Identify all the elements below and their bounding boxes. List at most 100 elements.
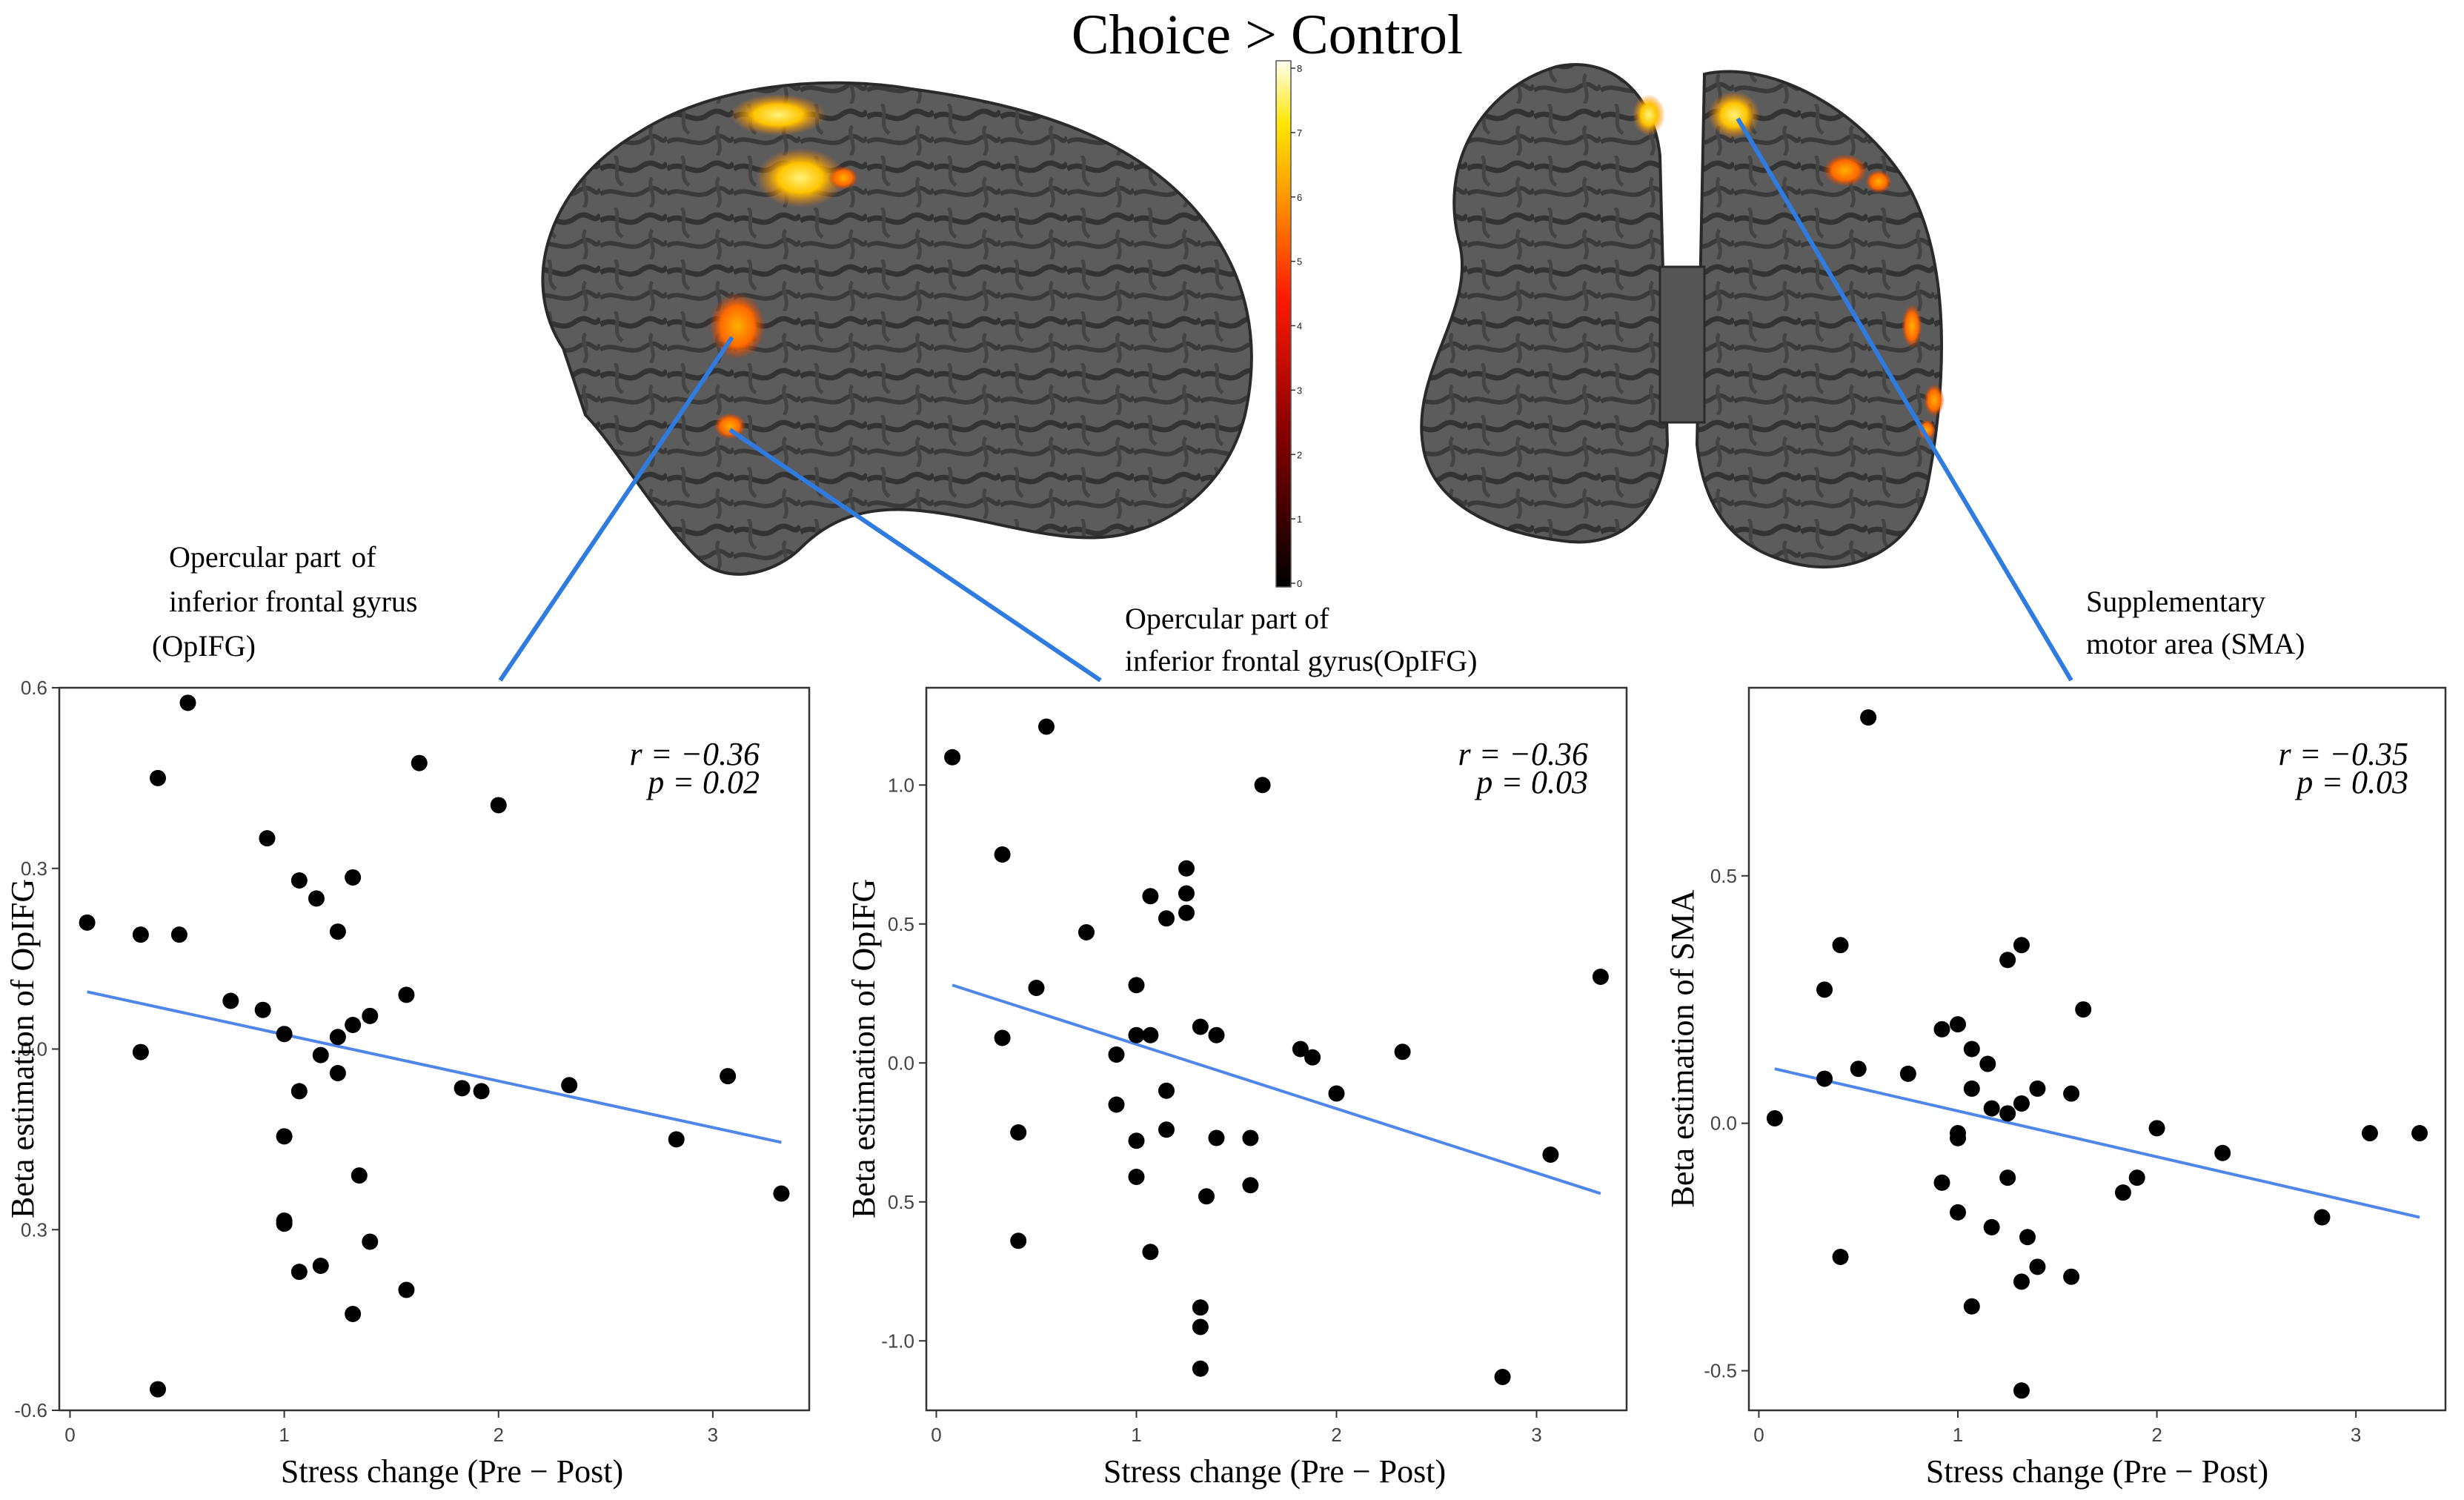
data-point [345, 869, 362, 886]
data-point [454, 1080, 471, 1097]
data-point [2314, 1209, 2331, 1226]
leader-line-right [1736, 117, 2073, 682]
leader-line-left [498, 336, 734, 682]
x-tick-label: 0 [64, 1424, 75, 1446]
data-point [2148, 1120, 2165, 1137]
data-point [150, 1381, 167, 1398]
x-tick-label: 2 [2151, 1424, 2162, 1446]
scatter-panel-left: 0.6 0.3 0.0 0.3 -0.6 0 1 2 3 Stress change (Pre −… [4, 677, 811, 1490]
data-point [411, 754, 428, 771]
data-point [1933, 1021, 1950, 1038]
region-label-right: Supplementary motor area (SMA) [2086, 585, 2305, 660]
data-point [132, 1043, 149, 1061]
leader-line-middle [728, 428, 1102, 683]
data-point [398, 986, 415, 1003]
data-point [1950, 1129, 1966, 1146]
data-point [2075, 1001, 2092, 1018]
x-tick-label: 0 [1753, 1424, 1764, 1446]
region-label-left: Opercular part of inferior frontal gyrus … [152, 540, 425, 663]
data-point [2029, 1080, 2046, 1097]
scatter-panel-middle: 1.0 0.5 0.0 0.5 -1.0 0 1 2 3 Stress change (Pre −… [846, 686, 1628, 1490]
regression-line [87, 990, 782, 1144]
regression-line [952, 983, 1601, 1195]
data-point [1304, 1049, 1321, 1066]
data-point [329, 1065, 346, 1081]
y-tick-label: 0.5 [888, 913, 914, 935]
y-tick-label: 0.3 [21, 857, 47, 880]
data-point [1999, 1105, 2016, 1122]
stat-p: p = 0.03 [2294, 764, 2408, 800]
data-point [254, 1001, 271, 1018]
data-point [1078, 924, 1095, 940]
stat-r: r = −0.36 [1458, 736, 1588, 772]
data-point [1192, 1299, 1209, 1316]
y-tick-label: -1.0 [881, 1330, 914, 1352]
lateral-brain-render [541, 81, 1253, 576]
data-point [1983, 1218, 2000, 1235]
x-tick-label: 0 [931, 1424, 941, 1446]
data-point [1028, 980, 1045, 996]
y-tick-label: -0.6 [14, 1399, 47, 1421]
data-point [1142, 1026, 1159, 1043]
data-point [2013, 1382, 2030, 1399]
data-point [1108, 1046, 1125, 1063]
data-point [345, 1306, 362, 1322]
data-point [1592, 969, 1609, 985]
data-point [351, 1167, 368, 1184]
data-point [276, 1026, 293, 1043]
data-point [1192, 1360, 1209, 1377]
data-point [561, 1077, 578, 1094]
data-point [1158, 1082, 1175, 1099]
data-point [994, 846, 1011, 863]
data-point [1038, 718, 1055, 735]
data-point [994, 1029, 1011, 1046]
data-point [1208, 1026, 1225, 1043]
data-point [1950, 1016, 1966, 1033]
data-point [276, 1128, 293, 1145]
data-point [2063, 1085, 2080, 1102]
data-point [720, 1068, 737, 1085]
data-point [668, 1131, 685, 1148]
data-point [2029, 1258, 2046, 1275]
data-point [1999, 952, 2016, 969]
data-point [2128, 1169, 2145, 1187]
data-point [1816, 1070, 1833, 1087]
data-point [1128, 1169, 1145, 1185]
x-axis-label: Stress change (Pre − Post) [281, 1453, 623, 1490]
data-point [1108, 1096, 1125, 1113]
x-tick-label: 3 [1531, 1424, 1541, 1446]
x-tick-label: 2 [1331, 1424, 1341, 1446]
stat-r: r = −0.35 [2278, 736, 2408, 772]
colorbar-tick-label: 4 [1297, 321, 1302, 332]
y-tick-label: 0.5 [888, 1191, 914, 1213]
x-tick-label: 3 [2351, 1424, 2361, 1446]
data-point [2013, 1095, 2030, 1112]
x-tick-label: 3 [708, 1424, 718, 1446]
data-point [490, 797, 507, 814]
data-point [1158, 910, 1175, 927]
data-point [2411, 1125, 2428, 1142]
colorbar-tick-label: 6 [1297, 192, 1302, 203]
colorbar-tick-label: 5 [1297, 256, 1302, 268]
data-point [150, 769, 167, 786]
data-point [308, 890, 325, 907]
data-point [1178, 860, 1195, 877]
data-point [1899, 1065, 1916, 1082]
data-point [773, 1185, 790, 1202]
data-point [1983, 1100, 2000, 1117]
y-tick-label: 0.6 [21, 677, 47, 699]
data-point [170, 926, 187, 943]
data-point [290, 872, 308, 889]
y-tick-label: 0.0 [21, 1038, 47, 1061]
region-label-middle: Opercular part of inferior frontal gyrus… [1125, 602, 1477, 677]
data-point [1394, 1043, 1411, 1061]
colorbar-tick-label: 1 [1297, 514, 1302, 525]
data-point [1192, 1018, 1209, 1035]
data-point [132, 926, 149, 943]
y-tick-label: -0.5 [1704, 1360, 1737, 1382]
x-tick-label: 1 [279, 1424, 289, 1446]
data-point [1963, 1080, 1980, 1097]
data-point [276, 1215, 293, 1232]
stat-p: p = 0.03 [1474, 764, 1588, 800]
